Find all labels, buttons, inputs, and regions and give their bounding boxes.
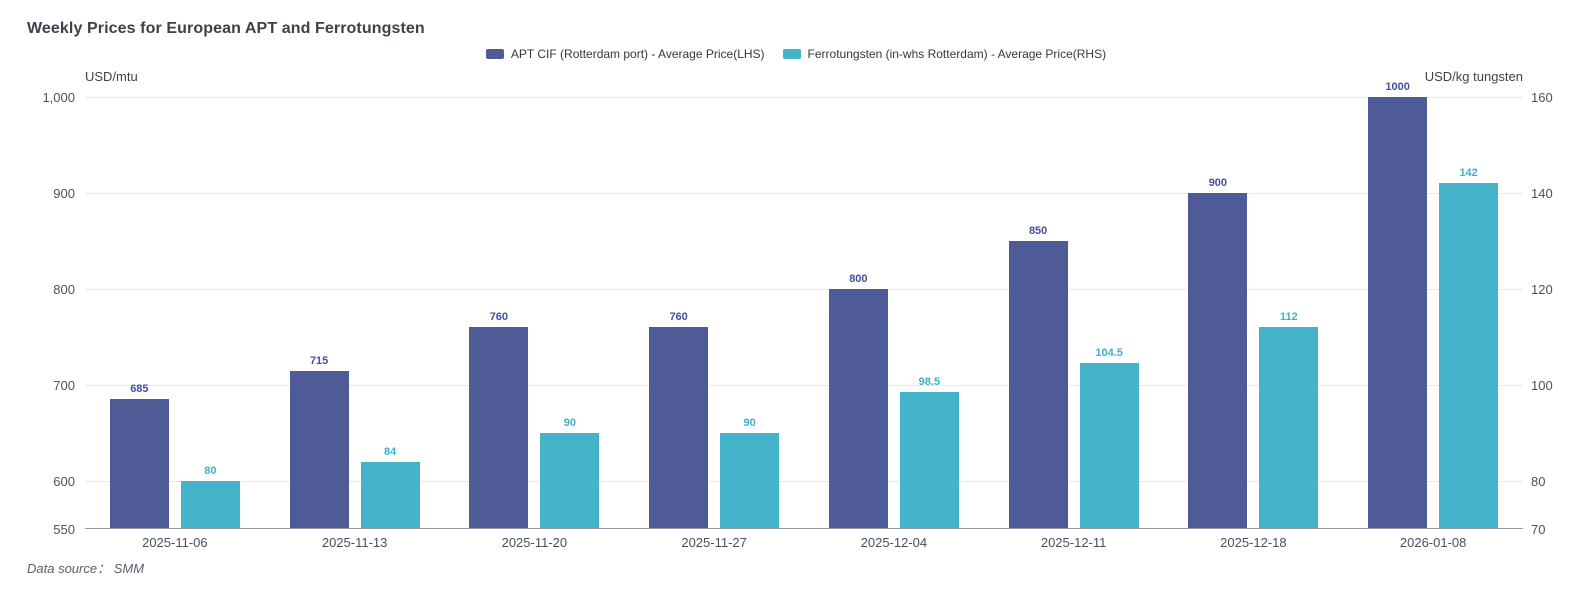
data-source-note: Data source： SMM	[27, 561, 145, 576]
bar-ferrotungsten-2025-12-04	[899, 392, 959, 528]
bar-apt-2025-12-04	[828, 289, 888, 528]
bar-apt-2025-12-18	[1188, 193, 1248, 528]
axis-tick-label: 1,000	[42, 90, 75, 105]
axis-tick-label: 160	[1531, 90, 1553, 105]
axis-tick-label: 550	[53, 522, 75, 537]
gridline	[85, 193, 1523, 194]
x-axis-label-2025-11-06: 2025-11-06	[142, 535, 208, 550]
bar-apt-2025-11-13	[289, 370, 349, 528]
bar-ferrotungsten-2025-11-20	[540, 433, 600, 528]
bar-value-label: 112	[1280, 311, 1298, 324]
bar-value-label: 760	[669, 311, 688, 324]
axis-tick-label: 100	[1531, 378, 1553, 393]
bar-ferrotungsten-2025-11-06	[180, 481, 240, 528]
bar-ferrotungsten-2025-12-11	[1079, 363, 1139, 528]
bar-apt-2025-11-20	[469, 327, 529, 528]
x-axis-label-2025-12-11: 2025-12-11	[1040, 535, 1107, 550]
legend-swatch-apt-icon	[485, 49, 504, 59]
bar-value-label: 800	[849, 273, 868, 285]
x-axis-line	[85, 528, 1523, 529]
bar-value-label: 900	[1208, 177, 1228, 189]
bar-value-label: 685	[130, 383, 149, 396]
bar-ferrotungsten-2026-01-08	[1439, 183, 1499, 528]
x-axis-label-2025-12-04: 2025-12-04	[860, 535, 928, 550]
bar-ferrotungsten-2025-12-18	[1259, 327, 1319, 528]
axis-tick-label: 70	[1531, 522, 1546, 537]
right-axis-unit-label: USD/kg tungsten	[1424, 69, 1523, 84]
x-axis-label-2025-11-20: 2025-11-20	[501, 535, 568, 550]
bar-value-label: 715	[309, 354, 329, 367]
x-axis-label-2025-11-13: 2025-11-13	[321, 535, 388, 550]
axis-tick-label: 800	[53, 282, 75, 297]
x-axis-label-2025-12-18: 2025-12-18	[1220, 535, 1287, 550]
bar-value-label: 760	[489, 311, 509, 324]
bar-ferrotungsten-2025-11-27	[720, 433, 780, 528]
legend-swatch-ferrotungsten-icon	[782, 49, 801, 59]
axis-tick-label: 900	[53, 186, 75, 201]
legend: APT CIF (Rotterdam port) - Average Price…	[0, 47, 1592, 61]
gridline	[85, 289, 1523, 290]
bar-apt-2025-12-11	[1008, 241, 1068, 528]
bar-value-label: 1000	[1385, 81, 1410, 93]
x-axis-label-2026-01-08: 2026-01-08	[1399, 535, 1467, 550]
bar-value-label: 104.5	[1095, 347, 1123, 360]
bar-value-label: 850	[1028, 225, 1048, 237]
x-axis-label-2025-11-27: 2025-11-27	[681, 535, 747, 550]
left-axis-unit-label: USD/mtu	[85, 69, 138, 84]
legend-item-ferrotungsten[interactable]: Ferrotungsten (in-whs Rotterdam) - Avera…	[782, 47, 1107, 61]
bar-apt-2025-11-27	[649, 327, 709, 528]
bar-apt-2026-01-08	[1368, 97, 1428, 528]
legend-label-apt: APT CIF (Rotterdam port) - Average Price…	[510, 47, 765, 61]
legend-label-ferrotungsten: Ferrotungsten (in-whs Rotterdam) - Avera…	[807, 47, 1107, 61]
gridline	[85, 481, 1523, 482]
chart-title: Weekly Prices for European APT and Ferro…	[27, 20, 425, 37]
gridline	[85, 385, 1523, 386]
axis-tick-label: 700	[53, 378, 75, 393]
axis-tick-label: 120	[1531, 282, 1553, 297]
bar-apt-2025-11-06	[109, 399, 169, 528]
bar-value-label: 142	[1459, 167, 1478, 180]
legend-item-apt[interactable]: APT CIF (Rotterdam port) - Average Price…	[485, 47, 765, 61]
bar-ferrotungsten-2025-11-13	[360, 461, 420, 528]
bar-value-label: 90	[743, 417, 756, 429]
axis-tick-label: 80	[1531, 474, 1546, 489]
bar-value-label: 98.5	[918, 376, 941, 389]
axis-tick-label: 140	[1531, 186, 1553, 201]
gridline	[85, 97, 1523, 98]
axis-tick-label: 600	[53, 474, 75, 489]
plot-area: 685 80 715 84 760 90 760 90 800 98.5 850 104.5 900 11…	[85, 81, 1523, 529]
bar-value-label: 84	[384, 445, 397, 458]
bar-value-label: 90	[563, 417, 576, 429]
bar-value-label: 80	[204, 465, 217, 477]
